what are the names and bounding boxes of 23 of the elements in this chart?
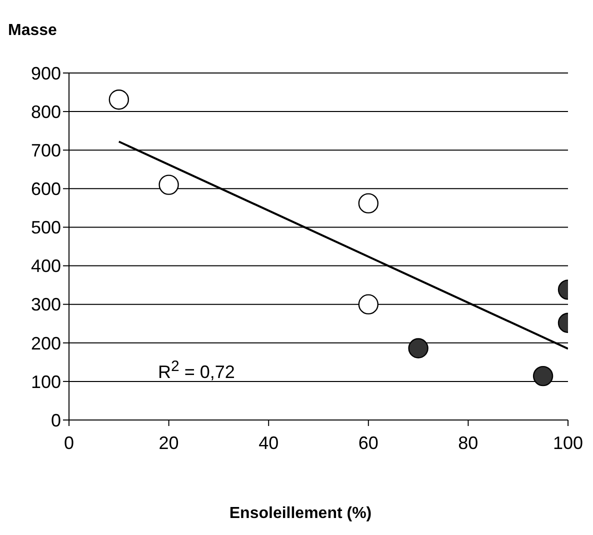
- y-tick-label: 900: [30, 63, 61, 84]
- y-axis-title: Masse: [8, 22, 57, 40]
- point: [358, 294, 378, 314]
- y-tick-label: 400: [30, 256, 61, 276]
- x-tick-label: 60: [358, 432, 378, 453]
- x-tick-label: 40: [258, 432, 279, 453]
- point: [358, 193, 378, 214]
- point: [158, 174, 179, 195]
- x-tick-label: 100: [552, 432, 584, 453]
- y-tick-label: 500: [30, 218, 61, 238]
- y-tick-label: 700: [30, 140, 61, 160]
- x-axis-title: Ensoleillement (%): [228, 505, 373, 523]
- point: [108, 90, 129, 110]
- y-tick-label: 200: [30, 333, 61, 354]
- x-tick-label: 80: [458, 432, 478, 453]
- x-tick-label: 0: [64, 432, 74, 453]
- y-tick-label: 600: [30, 179, 61, 200]
- x-tick-label: 20: [158, 432, 179, 453]
- annotation: R$^{2}$ = 0,72: [158, 358, 235, 383]
- y-tick-label: 100: [30, 372, 61, 392]
- y-tick-label: 800: [30, 102, 61, 122]
- y-tick-label: 0: [50, 410, 61, 430]
- y-tick-label: 300: [30, 294, 61, 315]
